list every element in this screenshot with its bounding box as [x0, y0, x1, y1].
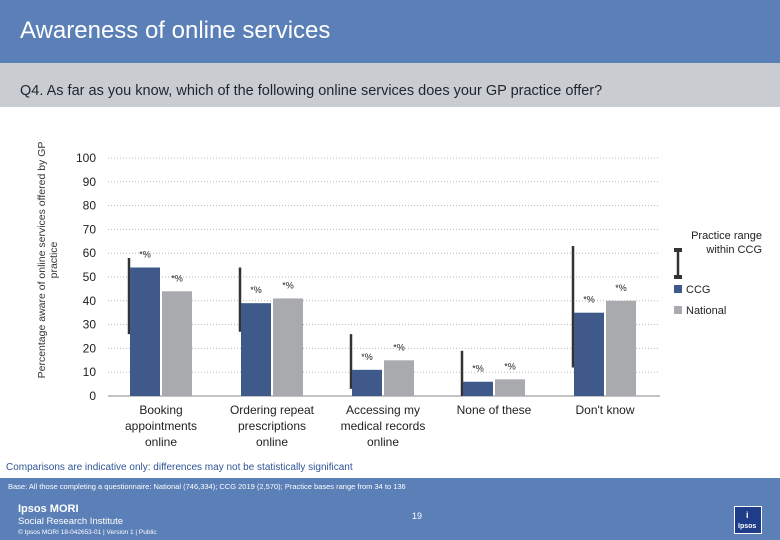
- badge-text: Ipsos: [738, 523, 757, 530]
- legend-national-swatch: [674, 306, 682, 314]
- national-data-label: *%: [393, 342, 405, 352]
- y-tick-label: 70: [83, 222, 97, 236]
- legend-national-label: National: [686, 305, 726, 317]
- national-bar: [384, 360, 414, 396]
- logo-name: Ipsos MORI: [18, 503, 79, 515]
- legend-ccg-label: CCG: [686, 284, 710, 296]
- y-tick-label: 60: [83, 246, 97, 260]
- question-bar: [0, 63, 780, 107]
- national-data-label: *%: [504, 361, 516, 371]
- comparison-note: Comparisons are indicative only: differe…: [6, 462, 353, 473]
- y-tick-label: 90: [83, 175, 97, 189]
- x-category-label: online: [367, 435, 399, 449]
- x-category-label: online: [145, 435, 177, 449]
- page-number: 19: [412, 511, 423, 521]
- x-category-label: prescriptions: [238, 419, 306, 433]
- ccg-bar: [352, 369, 382, 396]
- slide-title: Awareness of online services: [20, 17, 331, 44]
- legend-range-label: Practice range: [691, 230, 762, 242]
- x-category-label: Don't know: [576, 403, 635, 417]
- ccg-bar: [241, 303, 271, 396]
- logo-subtitle: Social Research Institute: [18, 516, 124, 527]
- x-category-label: None of these: [457, 403, 532, 417]
- legend-ccg-swatch: [674, 285, 682, 293]
- national-bar: [495, 379, 525, 396]
- x-category-label: appointments: [125, 419, 197, 433]
- national-data-label: *%: [615, 283, 627, 293]
- y-tick-label: 10: [83, 365, 97, 379]
- y-tick-label: 100: [76, 151, 96, 165]
- badge-mark: i: [746, 510, 749, 520]
- question-text: Q4. As far as you know, which of the fol…: [20, 83, 603, 99]
- ipsos-badge-icon: i Ipsos: [734, 506, 762, 534]
- x-category-label: Booking: [139, 403, 182, 417]
- x-category-label: medical records: [341, 419, 426, 433]
- copyright-note: © Ipsos MORI 18-042653-01 | Version 1 | …: [18, 529, 157, 536]
- ipsos-logo: Ipsos MORI Social Research Institute: [18, 503, 123, 527]
- ccg-data-label: *%: [583, 295, 595, 305]
- national-bar: [606, 300, 636, 396]
- x-category-label: Accessing my: [346, 403, 420, 417]
- national-bar: [273, 298, 303, 396]
- legend-range-cap: [674, 275, 682, 279]
- x-category-label: Ordering repeat: [230, 403, 315, 417]
- legend-range-cap: [674, 248, 682, 252]
- y-tick-label: 80: [83, 199, 97, 213]
- ccg-data-label: *%: [139, 249, 151, 259]
- x-category-label: online: [256, 435, 288, 449]
- y-tick-label: 20: [83, 341, 97, 355]
- y-tick-label: 0: [89, 389, 96, 403]
- legend-range-label: within CCG: [705, 244, 762, 256]
- y-tick-label: 40: [83, 294, 97, 308]
- national-data-label: *%: [282, 280, 294, 290]
- y-tick-label: 30: [83, 318, 97, 332]
- title-bar: [0, 0, 780, 63]
- national-bar: [162, 291, 192, 396]
- chart: 0 10 20 30 40 50 60 70 80 90 100 *% *% Booking appoint…: [76, 151, 762, 449]
- ccg-bar: [130, 267, 160, 396]
- ccg-bar: [463, 381, 493, 396]
- ccg-data-label: *%: [361, 352, 373, 362]
- ccg-bar: [574, 312, 604, 396]
- comparison-band: [0, 462, 780, 478]
- ccg-data-label: *%: [250, 285, 262, 295]
- y-tick-label: 50: [83, 270, 97, 284]
- base-note: Base: All those completing a questionnai…: [8, 482, 406, 491]
- ccg-data-label: *%: [472, 364, 484, 374]
- national-data-label: *%: [171, 273, 183, 283]
